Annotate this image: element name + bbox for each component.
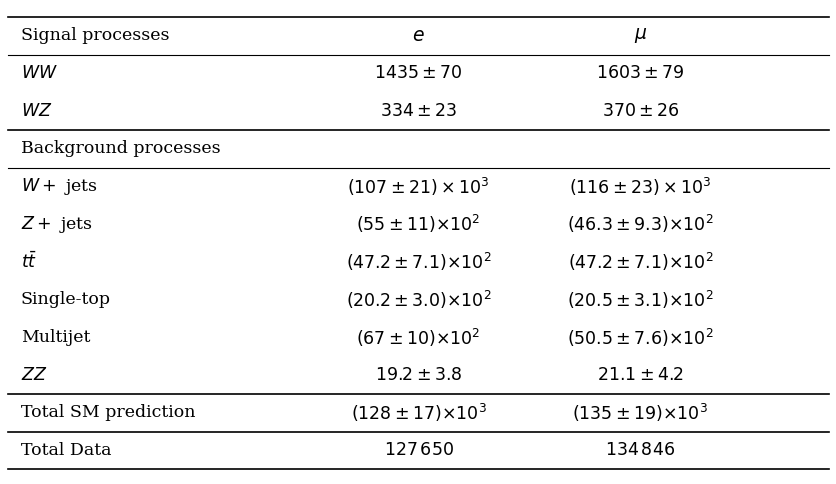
Text: $334 \pm 23$: $334 \pm 23$ [380, 103, 456, 120]
Text: $\mu$: $\mu$ [633, 26, 646, 45]
Text: $(20.5 \pm 3.1){\times}10^2$: $(20.5 \pm 3.1){\times}10^2$ [566, 289, 713, 311]
Text: $19.2 \pm 3.8$: $19.2 \pm 3.8$ [375, 367, 461, 384]
Text: $(46.3 \pm 9.3){\times}10^2$: $(46.3 \pm 9.3){\times}10^2$ [566, 213, 713, 235]
Text: $(116 \pm 23) \times 10^3$: $(116 \pm 23) \times 10^3$ [568, 176, 711, 197]
Text: $(47.2 \pm 7.1){\times}10^2$: $(47.2 \pm 7.1){\times}10^2$ [567, 251, 712, 273]
Text: $e$: $e$ [411, 27, 425, 45]
Text: $(135 \pm 19){\times}10^3$: $(135 \pm 19){\times}10^3$ [572, 402, 707, 424]
Text: $W+$ jets: $W+$ jets [21, 176, 98, 197]
Text: Multijet: Multijet [21, 329, 90, 346]
Text: Total SM prediction: Total SM prediction [21, 405, 195, 422]
Text: $(128 \pm 17){\times}10^3$: $(128 \pm 17){\times}10^3$ [350, 402, 486, 424]
Text: $(50.5 \pm 7.6){\times}10^2$: $(50.5 \pm 7.6){\times}10^2$ [566, 326, 713, 348]
Text: Total Data: Total Data [21, 442, 111, 459]
Text: $(55 \pm 11){\times}10^2$: $(55 \pm 11){\times}10^2$ [356, 213, 480, 235]
Text: $ZZ$: $ZZ$ [21, 367, 48, 384]
Text: Signal processes: Signal processes [21, 27, 169, 45]
Text: $134\,846$: $134\,846$ [604, 442, 675, 459]
Text: $Z+$ jets: $Z+$ jets [21, 214, 93, 235]
Text: $(107 \pm 21) \times 10^3$: $(107 \pm 21) \times 10^3$ [347, 176, 489, 197]
Text: $127\,650$: $127\,650$ [383, 442, 453, 459]
Text: $(20.2 \pm 3.0){\times}10^2$: $(20.2 \pm 3.0){\times}10^2$ [345, 289, 491, 311]
Text: $(67 \pm 10){\times}10^2$: $(67 \pm 10){\times}10^2$ [356, 326, 480, 348]
Text: $t\bar{t}$: $t\bar{t}$ [21, 252, 37, 272]
Text: Single-top: Single-top [21, 291, 111, 308]
Text: Background processes: Background processes [21, 140, 221, 157]
Text: $(47.2 \pm 7.1){\times}10^2$: $(47.2 \pm 7.1){\times}10^2$ [345, 251, 491, 273]
Text: $370 \pm 26$: $370 \pm 26$ [601, 103, 678, 120]
Text: $21.1 \pm 4.2$: $21.1 \pm 4.2$ [596, 367, 683, 384]
Text: $1603 \pm 79$: $1603 \pm 79$ [595, 65, 684, 82]
Text: $WW$: $WW$ [21, 65, 58, 82]
Text: $WZ$: $WZ$ [21, 103, 53, 120]
Text: $1435 \pm 70$: $1435 \pm 70$ [374, 65, 462, 82]
